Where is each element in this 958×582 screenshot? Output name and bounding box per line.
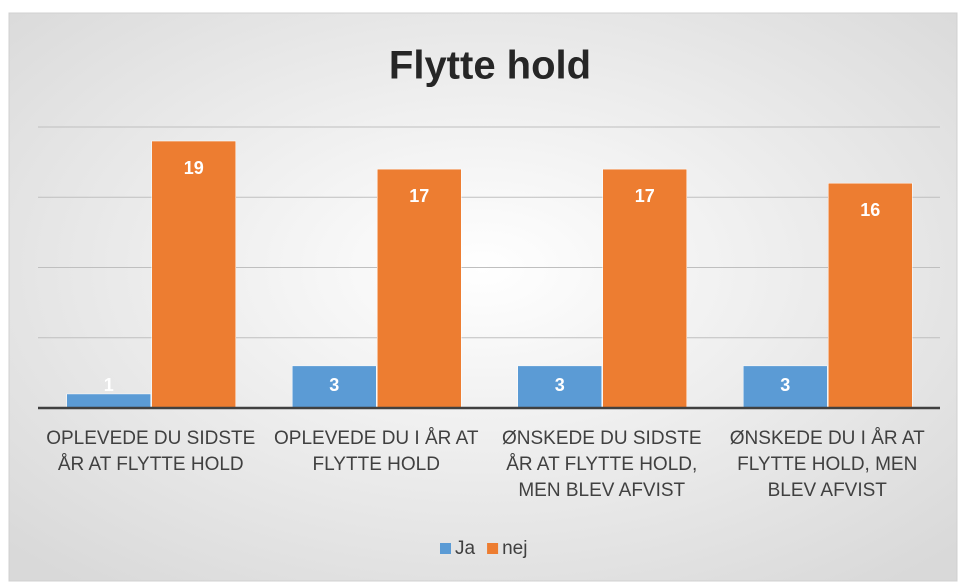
data-label: 17 [635,186,655,206]
x-tick-label: OPLEVEDE DU I ÅR AT FLYTTE HOLD [274,428,479,475]
bar [377,168,462,409]
data-label: 3 [780,375,790,395]
legend-label: Ja [455,538,476,559]
data-label: 3 [555,375,565,395]
data-label: 19 [184,158,204,178]
data-label: 1 [104,375,114,395]
chart-title: Flytte hold [389,44,591,88]
bar [151,140,236,409]
x-tick-label: ØNSKEDE DU I ÅR AT FLYTTE HOLD, MEN BLEV… [729,428,925,501]
bar [743,365,828,409]
bar [292,365,377,409]
data-label: 16 [860,200,880,220]
data-label: 3 [329,375,339,395]
x-tick-label: ØNSKEDE DU SIDSTE ÅR AT FLYTTE HOLD, MEN… [501,428,702,501]
legend-label: nej [502,538,527,559]
legend-swatch [487,543,499,554]
legend-swatch [440,543,451,554]
bar [602,168,687,409]
bar [66,393,151,409]
data-label: 17 [409,186,429,206]
x-tick-label: OPLEVEDE DU SIDSTE ÅR AT FLYTTE HOLD [46,428,256,475]
bar [828,182,913,409]
